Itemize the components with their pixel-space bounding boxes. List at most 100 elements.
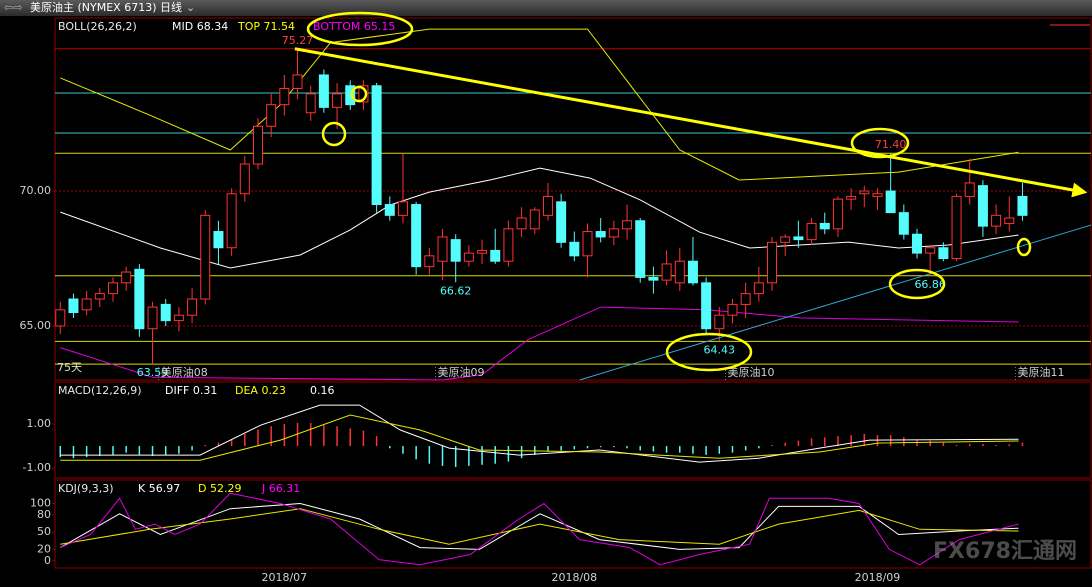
candle-body <box>1004 217 1015 224</box>
watermark: FX678汇通网 <box>933 539 1077 564</box>
plot: BOLL(26,26,2) MID 68.34 TOP 71.54 BOTTOM 65… <box>20 20 1092 584</box>
y-tick-label: 100 <box>30 497 51 510</box>
candle-body <box>793 236 804 241</box>
candle-body <box>1017 195 1028 216</box>
candle-body <box>437 236 448 262</box>
trend-line <box>579 224 1092 381</box>
candle-body <box>371 85 382 206</box>
candle-body <box>107 282 118 295</box>
candle-body <box>569 241 580 257</box>
candle-body <box>490 249 501 262</box>
legend-entry: K 56.97 <box>138 482 180 495</box>
candle-body <box>687 260 698 284</box>
candle-body <box>173 314 184 322</box>
candle-body <box>477 249 488 254</box>
candle-body <box>727 303 738 316</box>
candle-body <box>332 93 343 108</box>
legend-entry: BOTTOM 65.15 <box>313 20 395 33</box>
candle-body <box>305 93 316 114</box>
price-label: 66.62 <box>440 284 472 297</box>
candle-body <box>463 252 474 262</box>
candle-body <box>134 268 145 330</box>
candle-body <box>661 263 672 281</box>
candle-body <box>81 298 92 311</box>
boll-line <box>60 306 1019 381</box>
ellipse <box>306 11 414 47</box>
candle-body <box>384 204 395 216</box>
boll-line <box>60 167 1019 269</box>
candle-body <box>358 85 369 103</box>
candle-body <box>252 125 263 165</box>
candle-body <box>450 239 461 262</box>
top-bar <box>0 0 1092 16</box>
price-label: 64.43 <box>704 343 736 356</box>
nav-icon[interactable]: ⇦⇨ <box>4 1 22 14</box>
y-tick-label: 20 <box>37 542 51 555</box>
candle-body <box>753 282 764 295</box>
ellipse <box>665 332 753 372</box>
candle-body <box>714 314 725 330</box>
trend-line <box>294 47 1088 198</box>
candle-body <box>608 228 619 238</box>
candle-body <box>226 193 237 249</box>
candle-body <box>147 306 158 330</box>
y-tick-label: 70.00 <box>20 184 52 197</box>
legend-entry: MID 68.34 <box>172 20 228 33</box>
candle-body <box>885 190 896 214</box>
legend-entry: J 66.31 <box>261 482 300 495</box>
candle-body <box>832 198 843 230</box>
candle-body <box>279 87 290 106</box>
left-label: 75天 <box>57 361 82 374</box>
candle-body <box>595 231 606 238</box>
y-tick-label: 65.00 <box>20 319 52 332</box>
candle-body <box>701 282 712 330</box>
period-dropdown[interactable]: ⌄ <box>186 1 195 14</box>
candle-body <box>648 276 659 281</box>
candle-body <box>292 74 303 89</box>
candle-body <box>94 293 105 300</box>
candle-body <box>582 231 593 257</box>
indicator-line <box>60 414 1019 461</box>
candle-body <box>977 185 988 227</box>
y-tick-label: 1.00 <box>27 417 52 430</box>
price-label: 63.59 <box>137 366 169 379</box>
ellipse <box>850 127 910 159</box>
candle-body <box>819 222 830 230</box>
candle-body <box>635 220 646 278</box>
candle-body <box>767 241 778 284</box>
candle-body <box>160 303 171 322</box>
y-tick-label: 0 <box>44 554 51 567</box>
indicator-line <box>60 508 1019 545</box>
period[interactable]: 日线 <box>160 0 182 14</box>
legend-entry: TOP 71.54 <box>237 20 295 33</box>
candle-body <box>397 201 408 216</box>
candle-body <box>516 217 527 230</box>
candle-body <box>556 201 567 243</box>
x-tick-label: 2018/09 <box>855 571 901 584</box>
candle-body <box>411 204 422 268</box>
price-label: 71.40 <box>875 138 907 151</box>
indicator-line <box>60 502 1019 550</box>
legend-entry: KDJ(9,3,3) <box>58 482 114 495</box>
boll-line <box>60 28 1019 181</box>
candle-body <box>68 298 79 314</box>
contract-label: 美原油11 <box>1017 365 1064 379</box>
y-tick-label: 80 <box>37 508 51 521</box>
candle-body <box>200 214 211 300</box>
candle-body <box>266 104 277 127</box>
candle-body <box>55 309 66 327</box>
ellipse <box>888 268 946 300</box>
main-panel <box>54 17 1092 381</box>
legend-entry: D 52.29 <box>198 482 241 495</box>
candle-body <box>806 222 817 241</box>
panels <box>54 17 1092 569</box>
legend-entry: BOLL(26,26,2) <box>58 20 137 33</box>
candle-body <box>991 214 1002 227</box>
x-tick-label: 2018/07 <box>261 571 307 584</box>
circle <box>350 85 368 103</box>
x-tick-label: 2018/08 <box>551 571 597 584</box>
symbol-title: 美原油主 (NYMEX 6713) <box>30 0 157 14</box>
